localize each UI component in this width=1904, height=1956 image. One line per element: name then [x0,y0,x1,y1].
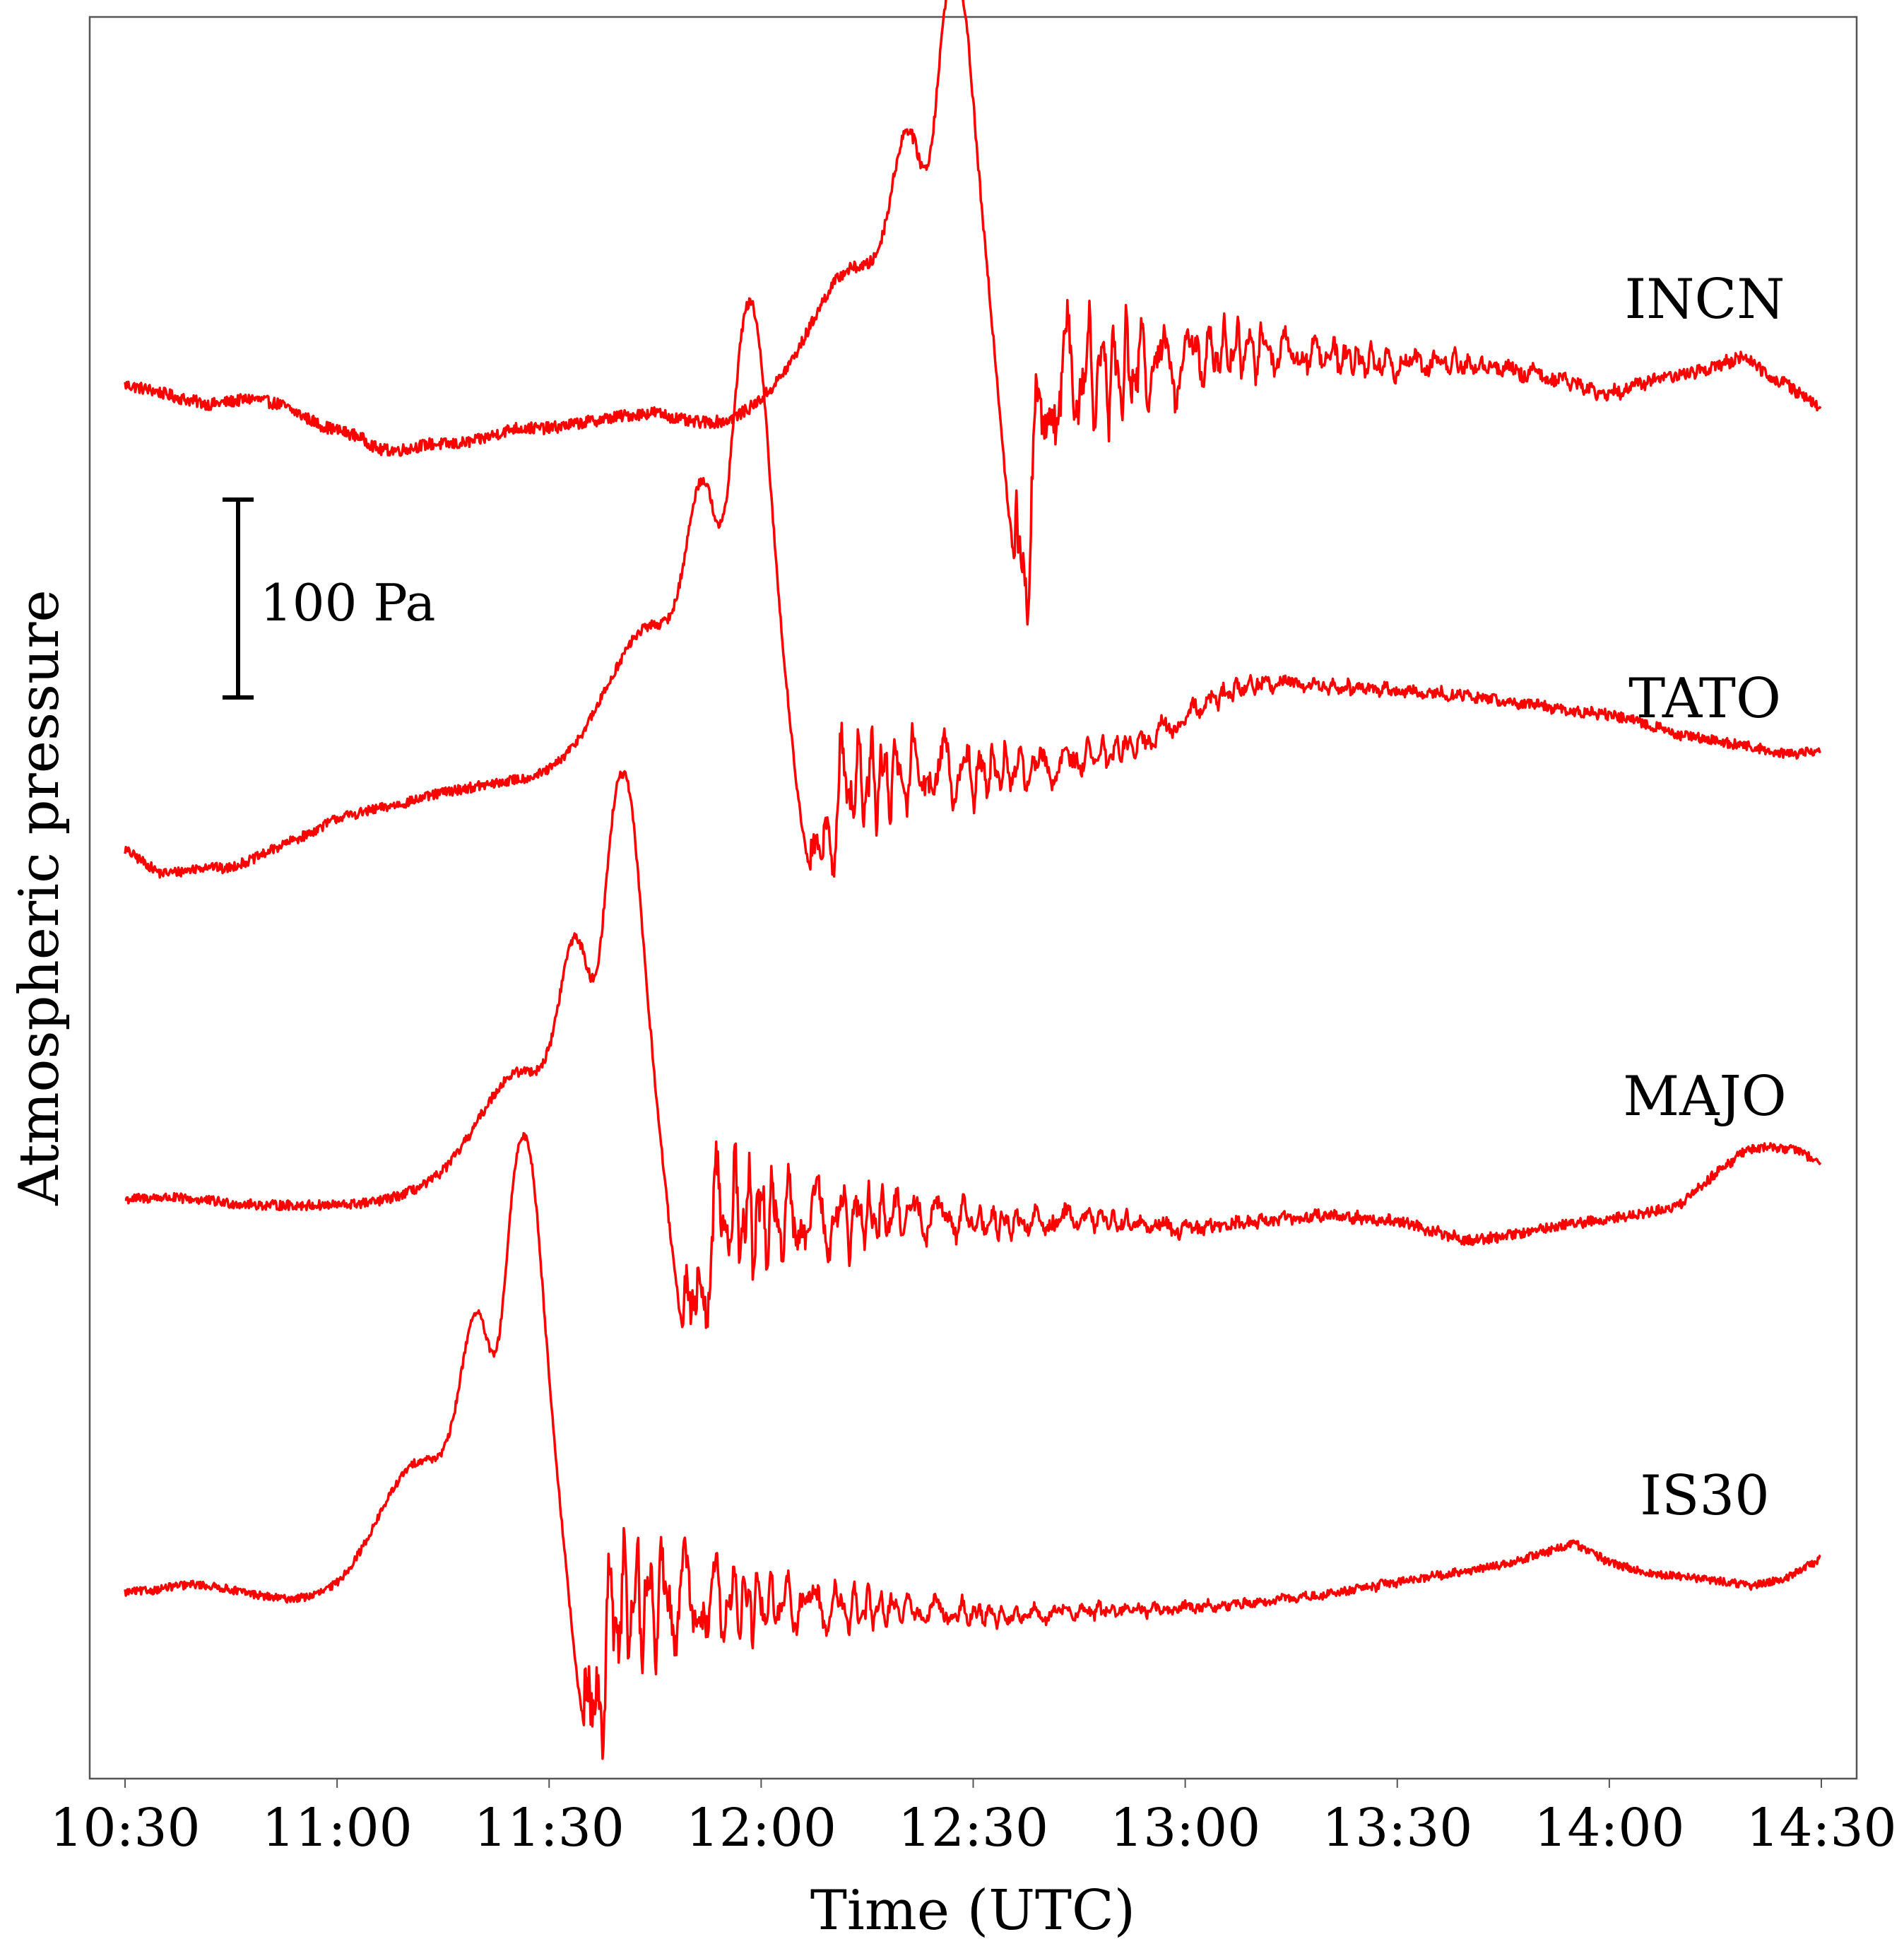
x-tick-label: 13:30 [1322,1798,1472,1858]
x-tick-label: 10:30 [49,1798,200,1858]
x-tick-label: 12:30 [898,1798,1048,1858]
x-tick-label: 13:00 [1110,1798,1260,1858]
trace-tato [124,297,1822,879]
scale-bar-label: 100 Pa [260,573,435,632]
trace-layer [124,0,1822,1760]
x-tick-label: 12:00 [686,1798,836,1858]
x-tick-label: 14:30 [1746,1798,1896,1858]
station-label-incn: INCN [1625,268,1785,331]
station-label-tato: TATO [1628,667,1781,731]
x-tick-label: 11:00 [261,1798,412,1858]
trace-is30 [124,1131,1821,1760]
x-tick-label: 11:30 [474,1798,625,1858]
station-labels: INCN TATO MAJO IS30 [1623,268,1786,1528]
station-label-is30: IS30 [1640,1464,1770,1528]
trace-incn [124,0,1822,626]
x-axis: 10:30 11:00 11:30 12:00 12:30 13:00 13:30 14:00… [49,1779,1897,1858]
plot-frame [88,16,1858,1780]
scale-bar: 100 Pa [223,497,435,700]
x-axis-title: Time (UTC) [810,1879,1135,1943]
trace-majo [124,770,1822,1329]
x-tick-label: 14:00 [1534,1798,1684,1858]
y-axis-title: Atmospheric pressure [8,589,71,1206]
station-label-majo: MAJO [1623,1065,1786,1129]
